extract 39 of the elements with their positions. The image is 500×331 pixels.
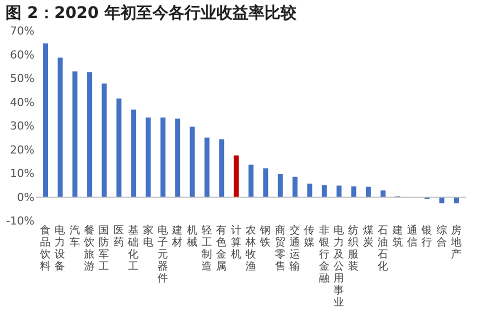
x-tick-label: 国防军工	[98, 224, 110, 272]
x-tick-label: 纺织服装	[348, 224, 360, 272]
x-tick-label: 交通运输	[290, 224, 301, 272]
x-tick-label: 商贸零售	[274, 224, 286, 272]
x-tick-label: 通信	[406, 224, 418, 248]
x-tick-label: 轻工制造	[201, 224, 212, 272]
y-tick-label: -10%	[6, 214, 34, 228]
y-tick-label: 60%	[10, 48, 34, 62]
x-tick-label: 银行	[420, 224, 433, 248]
x-tick-label: 建材	[171, 224, 184, 248]
x-tick-label: 钢铁	[259, 224, 272, 248]
x-tick-label: 计算机	[230, 224, 242, 260]
x-tick-label: 有色金属	[216, 224, 228, 272]
x-tick-label: 电力设备	[54, 224, 66, 272]
x-tick-label: 餐饮旅游	[83, 224, 96, 272]
x-tick-label: 机械	[186, 224, 198, 248]
chart-title: 图 2：2020 年初至今各行业收益率比较	[6, 3, 298, 22]
y-tick-label: 70%	[10, 24, 34, 38]
x-tick-label: 综合	[436, 224, 448, 248]
x-tick-label: 电力及公用事业	[334, 224, 345, 308]
y-tick-label: 40%	[10, 96, 34, 109]
x-tick-label: 房地产	[450, 224, 462, 260]
x-tick-label: 电子元器件	[157, 224, 168, 284]
y-tick-label: 30%	[10, 120, 34, 132]
x-tick-label: 农林牧渔	[244, 224, 256, 272]
y-tick-label: 50%	[10, 72, 34, 85]
x-tick-label: 石油石化	[378, 224, 389, 272]
x-tick-label: 传媒	[304, 224, 316, 248]
x-tick-label: 医药	[113, 224, 124, 248]
x-tick-label: 建筑	[391, 224, 404, 248]
x-tick-label: 家电	[142, 224, 154, 248]
y-tick-label: 20%	[10, 143, 34, 156]
x-tick-label: 煤炭	[362, 224, 374, 248]
x-tick-label: 非银行金融	[318, 224, 330, 284]
y-tick-label: 0%	[17, 190, 34, 204]
x-tick-label: 基础化工	[127, 224, 140, 272]
x-tick-label: 汽车	[69, 224, 80, 248]
y-tick-label: 10%	[10, 167, 34, 180]
x-tick-label: 食品饮料	[39, 224, 52, 272]
